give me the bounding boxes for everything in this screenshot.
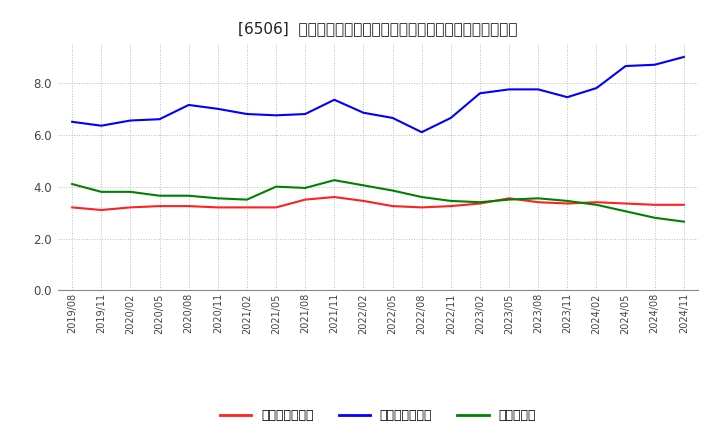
在庫回転率: [563, 198, 572, 204]
Line: 在庫回転率: 在庫回転率: [72, 180, 684, 222]
買入債務回転率: [621, 63, 630, 69]
売上債権回転率: [213, 205, 222, 210]
Title: [6506]  売上債権回転率、買入債務回転率、在庫回転率の推移: [6506] 売上債権回転率、買入債務回転率、在庫回転率の推移: [238, 21, 518, 36]
在庫回転率: [446, 198, 455, 204]
在庫回転率: [359, 183, 368, 188]
買入債務回転率: [97, 123, 106, 128]
在庫回転率: [592, 202, 600, 207]
売上債権回転率: [388, 203, 397, 209]
買入債務回転率: [388, 115, 397, 121]
買入債務回転率: [650, 62, 659, 67]
Legend: 売上債権回転率, 買入債務回転率, 在庫回転率: 売上債権回転率, 買入債務回転率, 在庫回転率: [215, 404, 541, 427]
売上債権回転率: [126, 205, 135, 210]
買入債務回転率: [184, 103, 193, 108]
売上債権回転率: [97, 207, 106, 213]
買入債務回転率: [330, 97, 338, 103]
買入債務回転率: [156, 117, 164, 122]
買入債務回転率: [213, 106, 222, 111]
売上債権回転率: [476, 201, 485, 206]
買入債務回転率: [680, 54, 688, 59]
買入債務回転率: [476, 91, 485, 96]
売上債権回転率: [330, 194, 338, 200]
買入債務回転率: [563, 95, 572, 100]
買入債務回転率: [271, 113, 280, 118]
買入債務回転率: [592, 85, 600, 91]
売上債権回転率: [505, 196, 513, 201]
売上債権回転率: [621, 201, 630, 206]
売上債権回転率: [534, 200, 543, 205]
在庫回転率: [301, 185, 310, 191]
買入債務回転率: [68, 119, 76, 125]
買入債務回転率: [359, 110, 368, 115]
在庫回転率: [156, 193, 164, 198]
売上債権回転率: [243, 205, 251, 210]
在庫回転率: [213, 196, 222, 201]
在庫回転率: [126, 189, 135, 194]
売上債権回転率: [418, 205, 426, 210]
売上債権回転率: [156, 203, 164, 209]
在庫回転率: [330, 177, 338, 183]
在庫回転率: [184, 193, 193, 198]
在庫回転率: [68, 181, 76, 187]
在庫回転率: [243, 197, 251, 202]
在庫回転率: [97, 189, 106, 194]
在庫回転率: [534, 196, 543, 201]
売上債権回転率: [563, 201, 572, 206]
売上債権回転率: [68, 205, 76, 210]
売上債権回転率: [271, 205, 280, 210]
在庫回転率: [476, 200, 485, 205]
売上債権回転率: [592, 200, 600, 205]
買入債務回転率: [446, 115, 455, 121]
買入債務回転率: [418, 129, 426, 135]
売上債権回転率: [301, 197, 310, 202]
買入債務回転率: [301, 111, 310, 117]
買入債務回転率: [126, 118, 135, 123]
売上債権回転率: [184, 203, 193, 209]
Line: 買入債務回転率: 買入債務回転率: [72, 57, 684, 132]
在庫回転率: [271, 184, 280, 189]
売上債権回転率: [680, 202, 688, 207]
在庫回転率: [388, 188, 397, 193]
在庫回転率: [650, 215, 659, 220]
在庫回転率: [621, 209, 630, 214]
在庫回転率: [680, 219, 688, 224]
買入債務回転率: [243, 111, 251, 117]
売上債権回転率: [446, 203, 455, 209]
Line: 売上債権回転率: 売上債権回転率: [72, 197, 684, 210]
売上債権回転率: [650, 202, 659, 207]
買入債務回転率: [505, 87, 513, 92]
買入債務回転率: [534, 87, 543, 92]
売上債権回転率: [359, 198, 368, 204]
在庫回転率: [418, 194, 426, 200]
在庫回転率: [505, 197, 513, 202]
